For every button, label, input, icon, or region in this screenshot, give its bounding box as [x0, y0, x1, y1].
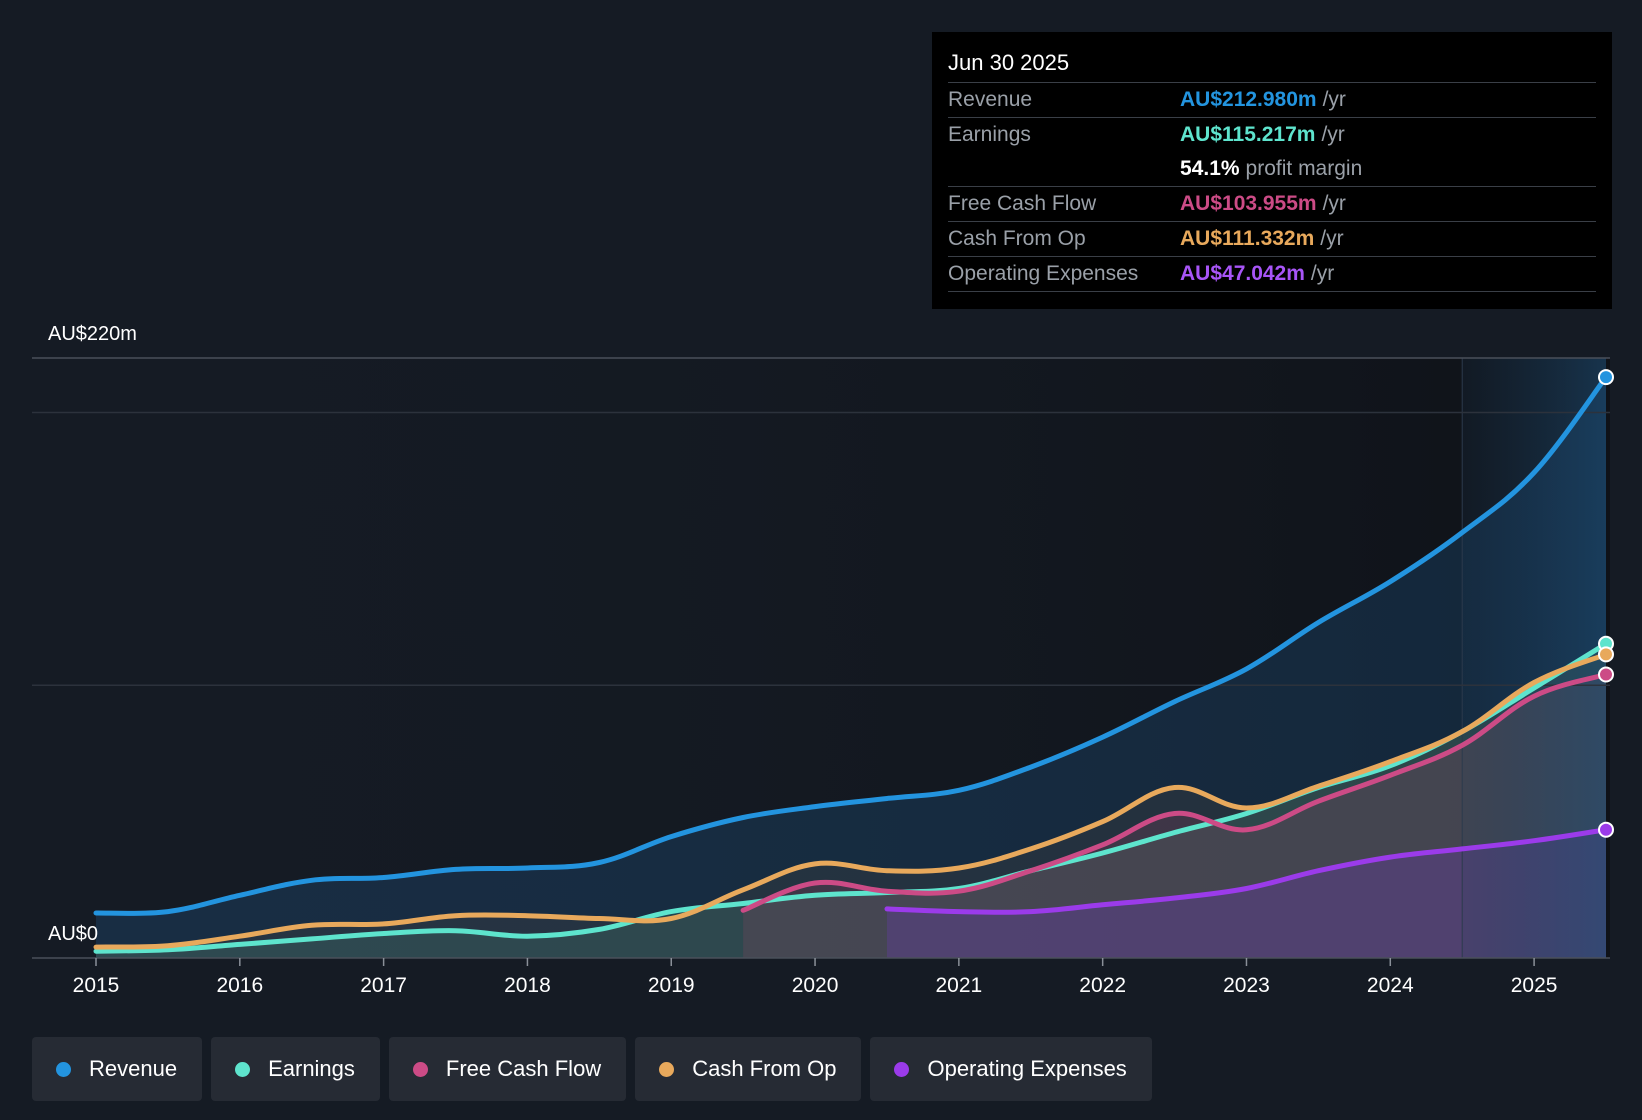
tooltip-margin-label: profit margin	[1245, 157, 1363, 180]
x-tick-label: 2024	[1367, 974, 1414, 997]
area-cash-from-op	[96, 654, 1606, 958]
hover-tooltip: Jun 30 2025 Revenue AU$212.980m /yr Earn…	[932, 32, 1612, 309]
x-tick-label: 2025	[1511, 974, 1558, 997]
legend-label: Earnings	[268, 1056, 355, 1081]
tooltip-opex-value: AU$47.042m	[1180, 262, 1305, 285]
tooltip-opex-label: Operating Expenses	[948, 262, 1139, 285]
tooltip-revenue-value: AU$212.980m	[1180, 88, 1317, 111]
legend-label: Operating Expenses	[927, 1056, 1127, 1081]
x-tick-label: 2015	[73, 974, 120, 997]
x-tick-label: 2021	[935, 974, 982, 997]
tooltip-row-revenue: Revenue AU$212.980m /yr	[948, 83, 1596, 118]
legend-label: Revenue	[89, 1056, 178, 1081]
y-axis-max-label: AU$220m	[48, 323, 137, 345]
tooltip-cfo-label: Cash From Op	[948, 227, 1086, 250]
x-tick-label: 2023	[1223, 974, 1270, 997]
tooltip-unit: /yr	[1322, 192, 1346, 215]
area-operating-expenses	[887, 829, 1606, 958]
series-line-cash-from-op	[93, 651, 1609, 950]
legend-dot-icon	[894, 1061, 910, 1077]
tooltip-unit: /yr	[1322, 88, 1346, 111]
endpoint-revenue	[1598, 369, 1614, 386]
endpoint-free-cash-flow	[1598, 666, 1614, 683]
chart-legend: Revenue Earnings Free Cash Flow Cash Fro…	[32, 1037, 1152, 1101]
area-revenue	[96, 377, 1606, 959]
tooltip-cfo-value: AU$111.332m	[1180, 227, 1315, 250]
tooltip-earnings-value: AU$115.217m	[1180, 123, 1316, 146]
x-tick-label: 2017	[360, 974, 407, 997]
endpoint-operating-expenses	[1598, 821, 1614, 838]
legend-revenue[interactable]: Revenue	[32, 1037, 203, 1101]
y-axis-min-label: AU$0	[48, 923, 98, 945]
x-tick-label: 2019	[648, 974, 695, 997]
tooltip-row-earnings: Earnings AU$115.217m /yr	[948, 118, 1596, 152]
legend-dot-icon	[235, 1061, 251, 1077]
x-tick-label: 2016	[216, 974, 263, 997]
series-line-free-cash-flow	[740, 672, 1609, 913]
tooltip-revenue-label: Revenue	[948, 88, 1033, 111]
legend-free-cash-flow[interactable]: Free Cash Flow	[388, 1037, 627, 1101]
legend-label: Free Cash Flow	[445, 1056, 602, 1081]
area-free-cash-flow	[743, 674, 1606, 958]
tooltip-unit: /yr	[1321, 123, 1345, 146]
tooltip-row-fcf: Free Cash Flow AU$103.955m /yr	[948, 187, 1596, 222]
tooltip-earnings-label: Earnings	[948, 123, 1031, 146]
legend-dot-icon	[659, 1061, 675, 1077]
series-line-revenue	[93, 374, 1609, 916]
tooltip-unit: /yr	[1320, 227, 1344, 250]
legend-operating-expenses[interactable]: Operating Expenses	[870, 1037, 1152, 1101]
chart-area: 2015 2016 2017 2018 2019 2020 2021 2022 2023 2024…	[32, 323, 1614, 997]
area-earnings	[96, 643, 1606, 958]
x-tick-label: 2020	[792, 974, 839, 997]
x-tick-label: 2018	[504, 974, 551, 997]
series-line-operating-expenses	[884, 827, 1609, 915]
legend-label: Cash From Op	[692, 1056, 837, 1081]
legend-dot-icon	[412, 1061, 428, 1077]
tooltip-row-cfo: Cash From Op AU$111.332m /yr	[948, 222, 1596, 257]
tooltip-fcf-value: AU$103.955m	[1180, 192, 1317, 215]
legend-cash-from-op[interactable]: Cash From Op	[635, 1037, 862, 1101]
tooltip-date: Jun 30 2025	[948, 46, 1596, 83]
tooltip-row-opex: Operating Expenses AU$47.042m /yr	[948, 257, 1596, 292]
tooltip-margin-value: 54.1%	[1180, 157, 1240, 180]
tooltip-fcf-label: Free Cash Flow	[948, 192, 1097, 215]
tooltip-unit: /yr	[1310, 262, 1335, 285]
legend-earnings[interactable]: Earnings	[211, 1037, 380, 1101]
legend-dot-icon	[56, 1061, 71, 1077]
x-tick-label: 2022	[1079, 974, 1126, 997]
plot-background	[32, 358, 1610, 958]
series-line-earnings	[93, 641, 1609, 954]
tooltip-row-margin: 54.1% profit margin	[948, 152, 1596, 187]
endpoint-cash-from-op	[1598, 646, 1614, 663]
